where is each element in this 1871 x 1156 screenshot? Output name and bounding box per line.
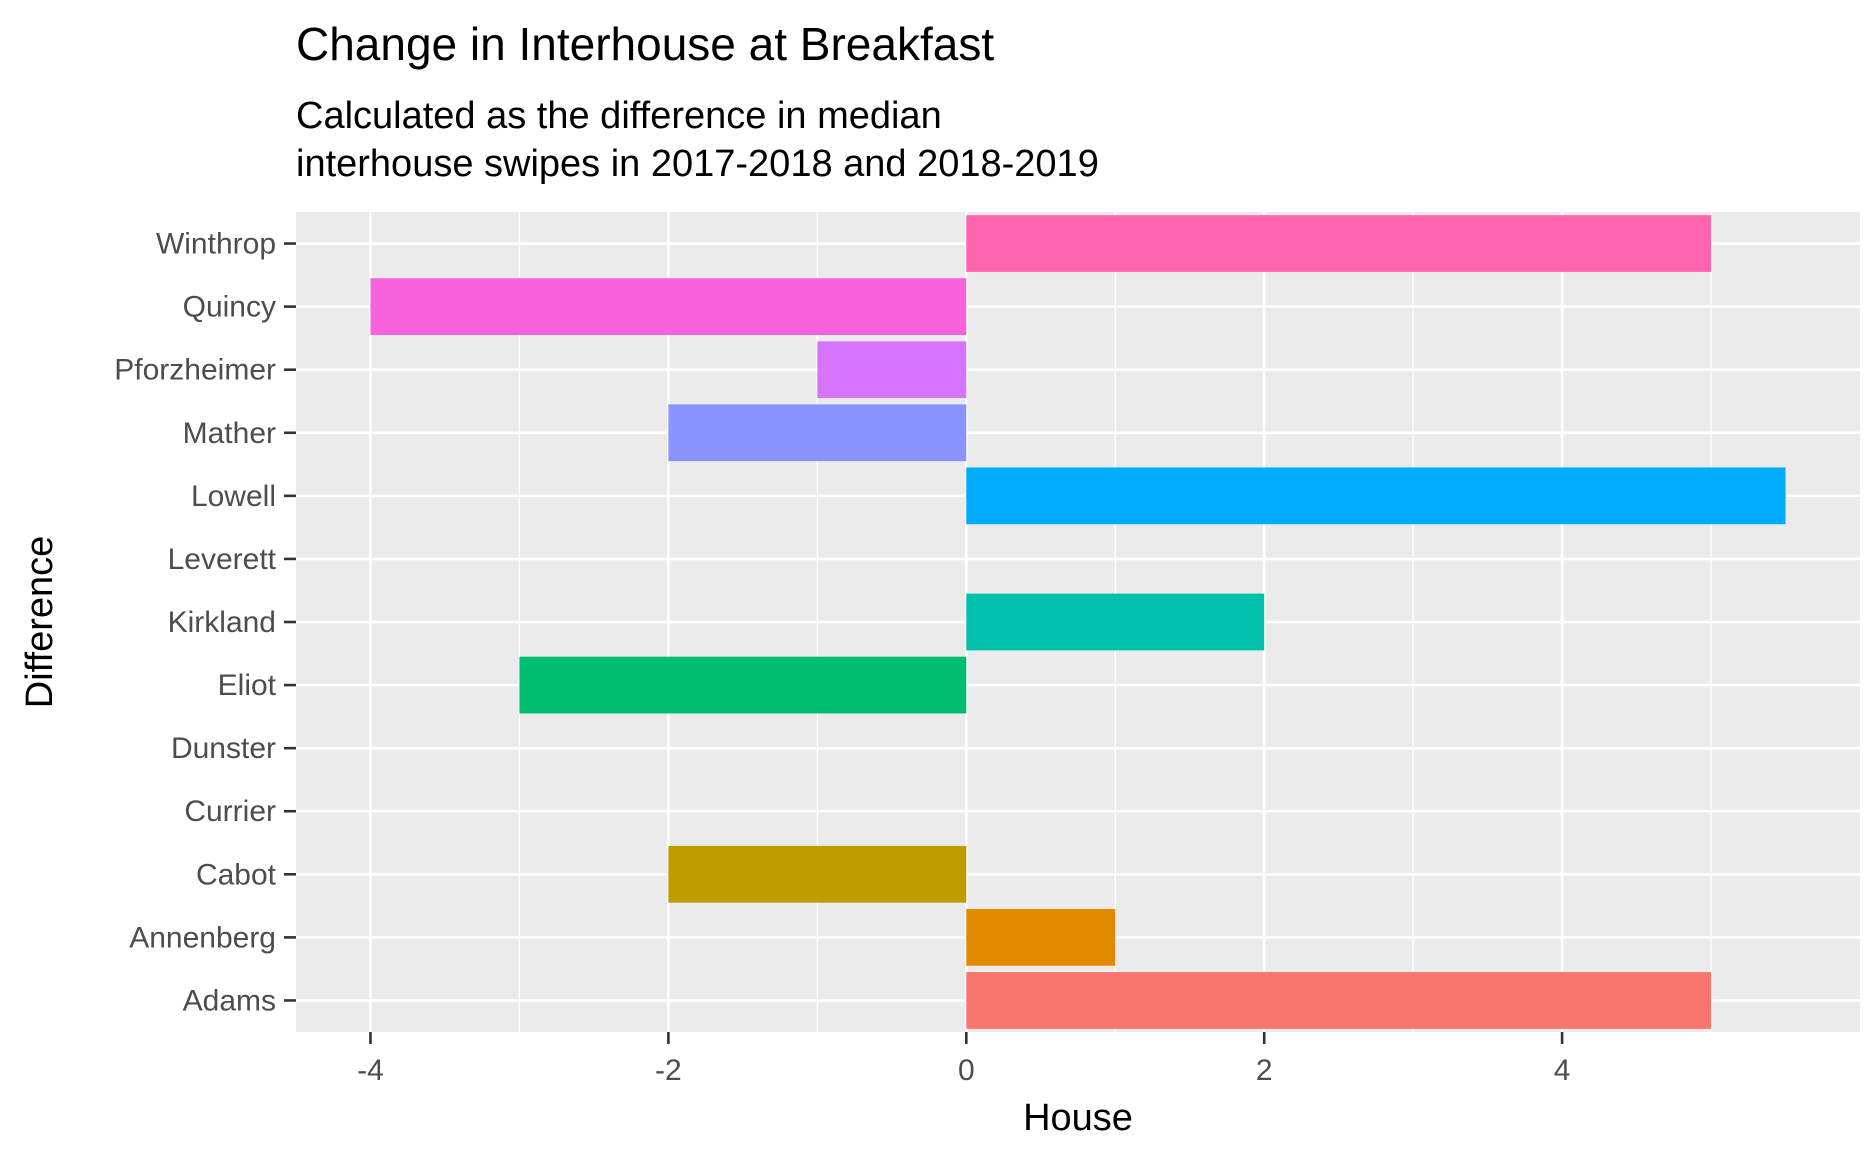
y-tick-label: Cabot (196, 858, 277, 891)
x-tick-label: 4 (1554, 1054, 1571, 1087)
y-tick-label: Quincy (183, 291, 276, 324)
bar-kirkland (966, 593, 1265, 651)
y-tick-label: Kirkland (168, 606, 276, 639)
chart-title: Change in Interhouse at Breakfast (296, 18, 994, 70)
bar-mather (668, 404, 967, 462)
y-tick-label: Adams (183, 984, 276, 1017)
x-tick-label: -2 (655, 1054, 682, 1087)
axes: Adams Annenberg Cabot Currier Dunster Eliot Ki… (114, 228, 1570, 1087)
x-axis-title: House (1023, 1097, 1133, 1139)
chart-subtitle-line-1: Calculated as the difference in median (296, 95, 942, 137)
bar-eliot (519, 656, 967, 714)
bar-cabot (668, 845, 967, 903)
y-tick-label: Annenberg (129, 921, 276, 954)
x-tick-label: 2 (1256, 1054, 1273, 1087)
x-tick-label: -4 (357, 1054, 384, 1087)
bars (370, 215, 1786, 1029)
y-tick-label: Leverett (168, 543, 277, 576)
bar-annenberg (966, 909, 1116, 966)
x-tick-label: 0 (958, 1054, 975, 1087)
bar-winthrop (966, 215, 1712, 272)
y-axis-title: Difference (19, 536, 61, 709)
bar-pforzheimer (817, 341, 967, 399)
chart-subtitle-line-2: interhouse swipes in 2017-2018 and 2018-… (296, 143, 1099, 185)
y-tick-label: Pforzheimer (114, 354, 276, 387)
y-tick-label: Mather (183, 417, 276, 450)
bar-quincy (370, 278, 967, 335)
y-tick-label: Dunster (171, 732, 276, 765)
bar-lowell (966, 467, 1786, 525)
y-tick-label: Lowell (191, 480, 276, 513)
y-tick-label: Currier (184, 795, 276, 828)
y-tick-label: Eliot (218, 669, 277, 702)
bar-adams (966, 972, 1712, 1029)
y-tick-label: Winthrop (156, 228, 276, 261)
